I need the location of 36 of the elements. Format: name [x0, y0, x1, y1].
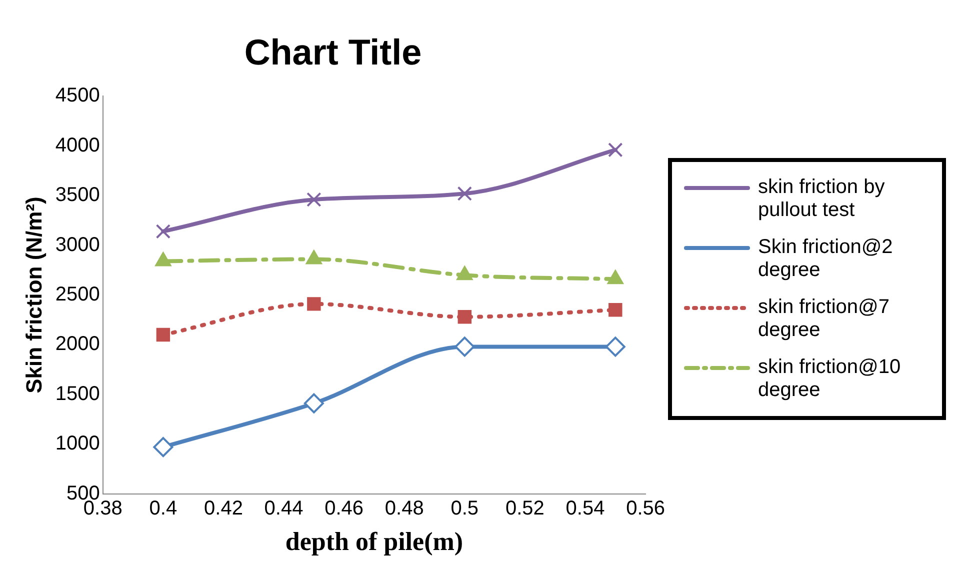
legend-label: skin friction@7 degree	[758, 296, 890, 342]
point	[457, 186, 472, 201]
y-tick-label: 2000	[55, 333, 100, 356]
y-tick-label: 3000	[55, 234, 100, 256]
y-axis-title: Skin friction (N/m²)	[21, 196, 46, 394]
chart-title: Chart Title	[244, 32, 422, 73]
x-tick-label: 0.5	[450, 497, 479, 520]
x-tick-label: 0.46	[324, 497, 364, 520]
x-tick-label: 0.48	[384, 497, 424, 520]
legend-label: skin friction by pullout test	[758, 176, 886, 222]
x-tick-label: 0.42	[204, 497, 243, 520]
legend-label: Skin friction@2 degree	[758, 236, 894, 282]
point	[605, 336, 626, 357]
point	[454, 336, 475, 357]
point	[306, 192, 322, 207]
x-axis-title: depth of pile(m)	[285, 527, 464, 556]
point	[156, 328, 170, 342]
y-tick-label: 2500	[55, 284, 100, 306]
x-tick-label: 0.4	[149, 497, 178, 520]
x-tick-label: 0.56	[626, 497, 666, 520]
y-tick-label: 4000	[55, 134, 100, 156]
y-tick-label: 4500	[55, 84, 100, 107]
y-tick-label: 3500	[55, 184, 100, 206]
x-tick-label: 0.52	[505, 497, 544, 520]
x-tick-label: 0.44	[264, 497, 304, 520]
y-tick-label: 1000	[55, 432, 100, 455]
point	[458, 310, 472, 324]
x-tick-label: 0.54	[566, 497, 605, 520]
legend-label: skin friction@10 degree	[758, 356, 902, 402]
point	[608, 303, 622, 317]
point	[153, 437, 174, 458]
point	[608, 142, 623, 158]
point	[156, 224, 171, 239]
y-tick-label: 1500	[55, 382, 100, 405]
point	[304, 393, 324, 414]
point	[307, 297, 321, 311]
